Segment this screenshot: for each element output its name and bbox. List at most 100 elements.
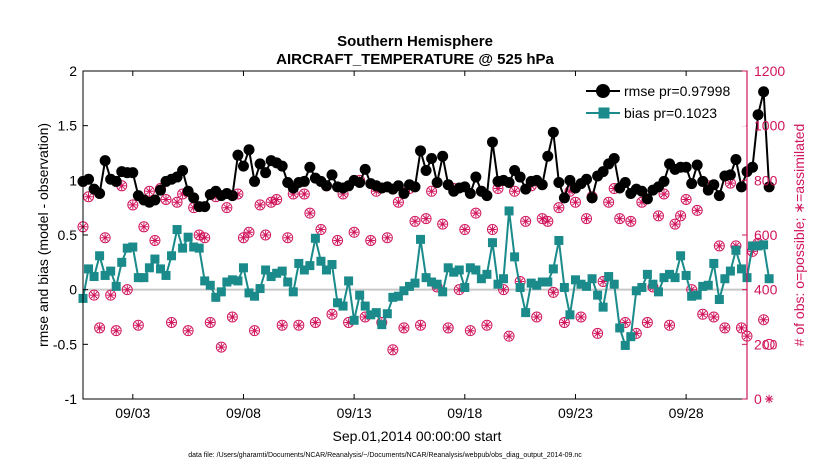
- obs-assimilated-point: [217, 342, 226, 352]
- obs-possible-point: [182, 325, 194, 337]
- obs-assimilated-point: [394, 198, 403, 207]
- bias-point: [698, 281, 708, 291]
- bias-point: [432, 279, 442, 289]
- obs-assimilated-point: [128, 200, 137, 210]
- rmse-point: [464, 187, 476, 199]
- rmse-point: [658, 175, 670, 187]
- bias-point: [676, 251, 686, 261]
- bias-point: [759, 240, 769, 250]
- bias-point: [100, 270, 110, 280]
- obs-assimilated-point: [427, 187, 436, 196]
- obs-possible-point: [558, 316, 570, 328]
- bias-point: [294, 258, 304, 268]
- x-tick-label: 09/08: [226, 405, 261, 421]
- obs-possible-point: [763, 338, 775, 350]
- bias-point: [200, 276, 210, 286]
- obs-assimilated-point: [665, 321, 674, 330]
- obs-assimilated-point: [383, 233, 392, 242]
- obs-possible-point: [309, 316, 321, 328]
- obs-assimilated-point: [576, 312, 586, 322]
- y-axis-label: rmse and bias (model - observation): [35, 123, 51, 347]
- obs-possible-point: [713, 240, 725, 252]
- y-tick-label: -0.5: [53, 336, 77, 352]
- obs-assimilated-point: [344, 318, 353, 327]
- bias-point: [299, 265, 309, 275]
- obs-assimilated-point: [388, 345, 398, 354]
- obs-assimilated-point: [161, 195, 171, 204]
- obs-possible-point: [298, 188, 310, 200]
- bias-point: [155, 264, 165, 274]
- obs-assimilated-point: [488, 225, 497, 234]
- bias-point: [687, 291, 697, 301]
- obs-assimilated-point: [289, 189, 298, 199]
- bias-point: [753, 241, 763, 251]
- bias-point: [725, 266, 735, 276]
- obs-assimilated-point: [349, 228, 359, 237]
- obs-possible-point: [691, 204, 703, 216]
- obs-assimilated-point: [654, 211, 663, 221]
- footnote: data file: /Users/gharamti/Documents/NCA…: [188, 452, 582, 459]
- rmse-point: [398, 187, 410, 199]
- obs-possible-point: [641, 316, 653, 328]
- obs-possible-point: [127, 199, 139, 211]
- obs-assimilated-point: [532, 312, 541, 322]
- rmse-point: [597, 166, 609, 178]
- bias-point: [438, 287, 448, 297]
- rmse-point: [304, 161, 316, 173]
- rmse-point: [320, 180, 332, 192]
- bias-point: [261, 265, 271, 275]
- obs-assimilated-point: [361, 312, 370, 322]
- bias-point: [604, 272, 614, 282]
- rmse-point: [392, 180, 404, 192]
- obs-assimilated-point: [95, 323, 104, 333]
- obs-assimilated-point: [455, 285, 464, 294]
- obs-possible-point: [547, 286, 559, 298]
- bias-point: [449, 267, 459, 277]
- obs-possible-point: [271, 193, 283, 205]
- rmse-point: [636, 185, 648, 197]
- obs-assimilated-point: [316, 225, 326, 234]
- legend-marker: [596, 84, 610, 98]
- bias-point: [316, 256, 326, 266]
- obs-possible-point: [503, 330, 515, 342]
- bias-point: [321, 265, 331, 275]
- rmse-point: [680, 161, 692, 173]
- obs-possible-point: [719, 322, 731, 334]
- obs-assimilated-point: [549, 288, 558, 297]
- bias-point: [244, 288, 254, 298]
- obs-possible-point: [603, 196, 615, 208]
- obs-assimilated-point: [134, 321, 143, 330]
- rmse-point: [686, 178, 698, 190]
- obs-possible-point: [171, 196, 183, 208]
- bias-point: [183, 232, 193, 242]
- rmse-point: [619, 177, 631, 189]
- y2-axis-label: # of obs: o=possible; ∗=assimilated: [791, 124, 807, 347]
- bias-point: [714, 295, 724, 305]
- bias-point: [250, 291, 260, 301]
- obs-possible-point: [326, 308, 338, 320]
- y2-tick-label: 400: [754, 282, 778, 298]
- obs-assimilated-point: [521, 217, 530, 226]
- obs-assimilated-point: [698, 310, 707, 319]
- obs-possible-point: [138, 221, 150, 233]
- chart-subtitle: AIRCRAFT_TEMPERATURE @ 525 hPa: [276, 51, 554, 68]
- bias-point: [366, 310, 376, 320]
- bias-point: [681, 270, 691, 280]
- rmse-point: [154, 184, 166, 196]
- obs-assimilated-point: [183, 326, 193, 335]
- bias-point: [338, 301, 348, 311]
- obs-assimilated-point: [626, 217, 635, 226]
- rmse-point: [641, 193, 653, 205]
- obs-assimilated-point: [333, 236, 342, 245]
- bias-point: [122, 243, 132, 253]
- obs-possible-point: [592, 327, 604, 339]
- rmse-point: [520, 183, 532, 195]
- obs-assimilated-point: [338, 189, 348, 199]
- bias-point: [659, 273, 669, 283]
- obs-assimilated-point: [593, 329, 602, 338]
- obs-possible-point: [215, 341, 227, 353]
- bias-point: [227, 275, 237, 285]
- obs-assimilated-point: [250, 326, 259, 335]
- bias-point: [543, 277, 553, 287]
- y-tick-label: 1: [69, 172, 77, 188]
